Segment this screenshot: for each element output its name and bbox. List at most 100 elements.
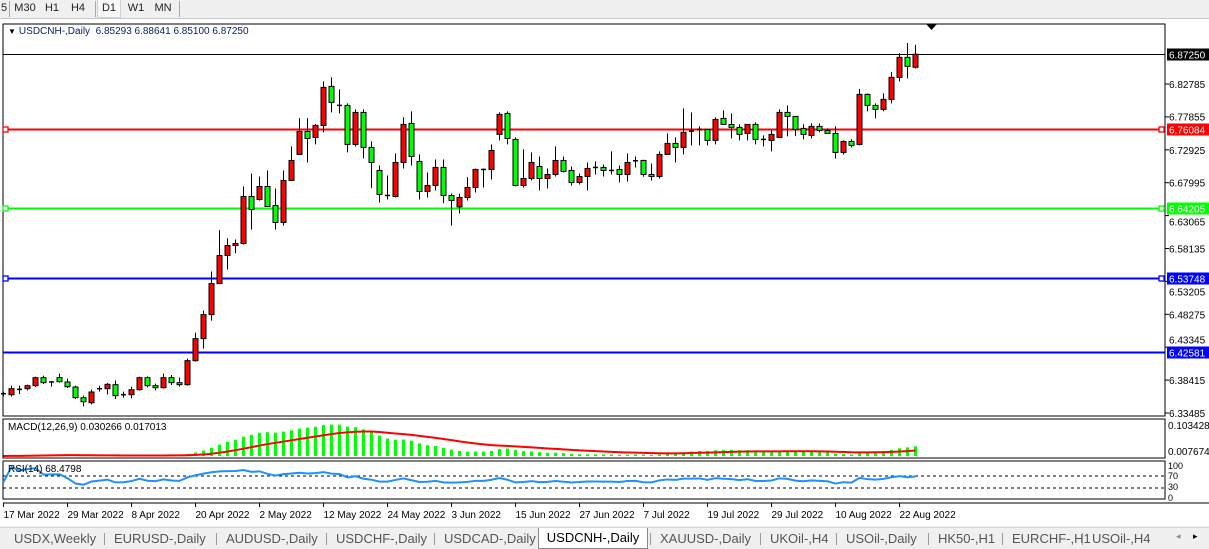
level-price-label: 6.64205 bbox=[1169, 205, 1206, 216]
macd-histogram-bar bbox=[562, 453, 565, 456]
price-axis-label: 6.67995 bbox=[1169, 179, 1206, 190]
level-handle-icon[interactable] bbox=[1159, 206, 1164, 211]
chart-tab[interactable]: USDCNH-,Daily bbox=[538, 528, 648, 549]
candle bbox=[97, 386, 102, 392]
dropdown-triangle-icon[interactable]: ▼ bbox=[8, 27, 16, 36]
chart-tab[interactable]: USOil-,Daily bbox=[846, 529, 917, 548]
macd-histogram-bar bbox=[658, 455, 661, 456]
candle bbox=[225, 238, 230, 269]
macd-histogram-bar bbox=[330, 425, 333, 456]
chart-tab[interactable]: USDCHF-,Daily bbox=[336, 529, 427, 548]
candle-body bbox=[41, 378, 46, 383]
candle-body bbox=[809, 126, 814, 135]
candle bbox=[697, 126, 702, 145]
candle-body bbox=[745, 124, 750, 133]
candle bbox=[737, 124, 742, 140]
level-handle-icon[interactable] bbox=[3, 206, 8, 211]
candle bbox=[137, 377, 142, 391]
candle bbox=[9, 386, 14, 397]
macd-histogram-bar bbox=[362, 429, 365, 456]
candle-body bbox=[369, 147, 374, 162]
level-handle-icon[interactable] bbox=[1159, 127, 1164, 132]
candle-body bbox=[529, 162, 534, 178]
chart-tab[interactable]: UKOil-,H4 bbox=[770, 529, 829, 548]
candle-body bbox=[65, 382, 70, 387]
macd-histogram-bar bbox=[546, 453, 549, 456]
tab-separator bbox=[1082, 533, 1083, 545]
macd-histogram-bar bbox=[482, 452, 485, 456]
candle bbox=[529, 152, 534, 180]
chart-tab[interactable]: AUDUSD-,Daily bbox=[226, 529, 318, 548]
candle-body bbox=[881, 99, 886, 109]
tab-separator bbox=[836, 533, 837, 545]
candle bbox=[809, 123, 814, 138]
level-price-label: 6.53748 bbox=[1169, 275, 1206, 286]
macd-histogram-bar bbox=[466, 452, 469, 456]
chart-tab[interactable]: EURUSD-,Daily bbox=[114, 529, 206, 548]
scroll-right-icon[interactable]: ▸ bbox=[1193, 531, 1198, 542]
candle bbox=[49, 381, 54, 387]
candle bbox=[105, 383, 110, 394]
candle-body bbox=[465, 187, 470, 197]
date-axis-label: 19 Jul 2022 bbox=[708, 510, 760, 521]
candle bbox=[761, 135, 766, 146]
candle bbox=[417, 154, 422, 199]
candle-body bbox=[873, 105, 878, 109]
macd-histogram-bar bbox=[490, 451, 493, 456]
scroll-left-icon[interactable]: ◂ bbox=[1176, 531, 1181, 542]
date-axis-label: 7 Jul 2022 bbox=[644, 510, 691, 521]
candle-body bbox=[417, 161, 422, 191]
level-handle-icon[interactable] bbox=[3, 127, 8, 132]
candle-body bbox=[137, 378, 142, 390]
chart-tab[interactable]: EURCHF-,H1 bbox=[1012, 529, 1091, 548]
macd-histogram-bar bbox=[618, 455, 621, 456]
candle-body bbox=[73, 387, 78, 398]
candle bbox=[625, 153, 630, 181]
chart-tab[interactable]: XAUUSD-,Daily bbox=[660, 529, 751, 548]
candle bbox=[337, 89, 342, 113]
candle bbox=[593, 161, 598, 174]
candle-body bbox=[569, 170, 574, 182]
chart-tab[interactable]: USDCAD-,Daily bbox=[444, 529, 536, 548]
level-handle-icon[interactable] bbox=[1159, 276, 1164, 281]
candle bbox=[73, 386, 78, 399]
candle bbox=[409, 111, 414, 165]
candle bbox=[713, 117, 718, 144]
chart-tab[interactable]: HK50-,H1 bbox=[938, 529, 995, 548]
main-panel-border bbox=[3, 24, 1165, 416]
candle-body bbox=[865, 94, 870, 105]
candle bbox=[881, 93, 886, 111]
candle bbox=[817, 123, 822, 132]
candle-body bbox=[505, 113, 510, 138]
candle bbox=[465, 177, 470, 200]
candle-body bbox=[321, 87, 326, 125]
candle bbox=[545, 168, 550, 188]
candle bbox=[169, 375, 174, 385]
candle-body bbox=[713, 119, 718, 140]
price-axis-label: 6.38415 bbox=[1169, 376, 1206, 387]
candle bbox=[577, 173, 582, 184]
candle bbox=[217, 230, 222, 283]
macd-histogram-bar bbox=[298, 429, 301, 456]
chart-tab[interactable]: USOil-,H4 bbox=[1092, 529, 1151, 548]
candle bbox=[897, 53, 902, 81]
macd-histogram-bar bbox=[570, 454, 573, 456]
chart-shift-icon[interactable] bbox=[926, 24, 937, 30]
macd-histogram-bar bbox=[602, 454, 605, 456]
candle bbox=[649, 163, 654, 180]
macd-histogram-bar bbox=[410, 441, 413, 456]
candle bbox=[425, 172, 430, 197]
macd-histogram-bar bbox=[650, 455, 653, 456]
candle bbox=[745, 124, 750, 140]
date-axis-label: 27 Jun 2022 bbox=[580, 510, 635, 521]
tab-separator bbox=[104, 533, 105, 545]
chart-tab[interactable]: USDX,Weekly bbox=[14, 529, 96, 548]
macd-histogram-bar bbox=[858, 453, 861, 456]
macd-histogram-bar bbox=[538, 452, 541, 456]
level-handle-icon[interactable] bbox=[3, 276, 8, 281]
macd-histogram-bar bbox=[394, 440, 397, 456]
macd-histogram-bar bbox=[386, 439, 389, 456]
chart-tabs: USDX,Weekly EURUSD-,Daily AUDUSD-,Daily USD… bbox=[0, 527, 1209, 549]
candle-body bbox=[233, 244, 238, 246]
